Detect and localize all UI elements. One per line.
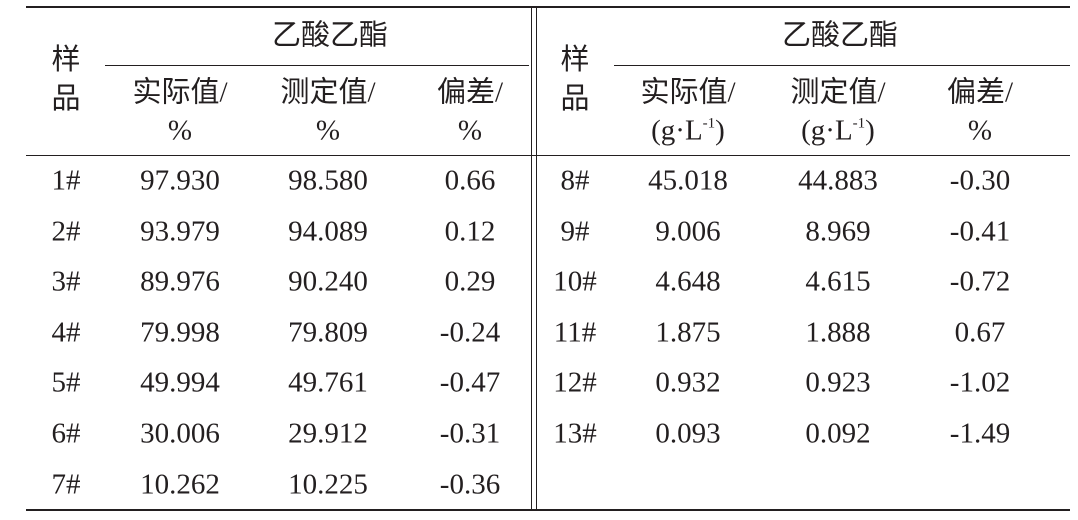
group-rule [105, 65, 529, 66]
cell: -0.30 [949, 164, 1011, 197]
cell: -0.72 [949, 265, 1011, 298]
cell: 0.923 [805, 366, 871, 399]
cell: 8.969 [805, 215, 871, 248]
cell: 0.29 [444, 265, 496, 298]
unit-text: % [315, 114, 341, 147]
unit-text: % [167, 114, 193, 147]
cell: 44.883 [798, 164, 878, 197]
group-header: 乙酸乙酯 [271, 19, 389, 52]
unit-text: ) [865, 114, 875, 147]
cell: 10.262 [140, 468, 220, 501]
cell: -0.47 [439, 366, 501, 399]
column-header: 偏差/ [946, 76, 1014, 109]
column-header: 偏差/ [436, 76, 504, 109]
cell: 0.092 [805, 417, 871, 450]
divider [536, 6, 537, 511]
cell: 1.875 [655, 316, 721, 349]
bottom-rule [26, 509, 1070, 511]
sample-id: 10# [553, 265, 597, 298]
sample-id: 2# [51, 215, 81, 248]
cell: 0.932 [655, 366, 721, 399]
cell: 4.615 [805, 265, 871, 298]
cell: 49.761 [288, 366, 368, 399]
top-rule [26, 6, 1070, 8]
sample-id: 7# [51, 468, 81, 501]
sample-header: 样品 [560, 43, 590, 115]
column-unit: % [167, 114, 193, 147]
group-header: 乙酸乙酯 [781, 19, 899, 52]
group-rule [614, 65, 1070, 66]
column-unit: % [457, 114, 483, 147]
sample-id: 3# [51, 265, 81, 298]
unit-text: (g·L [651, 114, 703, 147]
cell: 29.912 [288, 417, 368, 450]
unit-text: (g·L [801, 114, 853, 147]
column-header: 实际值/ [132, 76, 228, 109]
header-rule [26, 155, 1070, 156]
sample-id: 1# [51, 164, 81, 197]
cell: 49.994 [140, 366, 220, 399]
cell: -1.02 [949, 366, 1011, 399]
unit-sup: -1 [702, 115, 716, 132]
column-unit: % [315, 114, 341, 147]
cell: 0.12 [444, 215, 496, 248]
cell: 94.089 [288, 215, 368, 248]
column-unit: (g·L-1) [651, 114, 725, 147]
cell: 98.580 [288, 164, 368, 197]
cell: 79.809 [288, 316, 368, 349]
unit-sup: -1 [852, 115, 866, 132]
unit-text: % [457, 114, 483, 147]
cell: -0.24 [439, 316, 501, 349]
column-header: 测定值/ [280, 76, 376, 109]
sample-id: 6# [51, 417, 81, 450]
cell: 9.006 [655, 215, 721, 248]
cell: 10.225 [288, 468, 368, 501]
cell: 79.998 [140, 316, 220, 349]
sample-header: 样品 [51, 43, 81, 115]
sample-id: 8# [560, 164, 590, 197]
sample-id: 11# [553, 316, 597, 349]
cell: -0.31 [439, 417, 501, 450]
sample-id: 13# [553, 417, 597, 450]
cell: 45.018 [648, 164, 728, 197]
cell: -0.41 [949, 215, 1011, 248]
sample-id: 12# [553, 366, 597, 399]
sample-id: 9# [560, 215, 590, 248]
column-header: 实际值/ [640, 76, 736, 109]
cell: 0.093 [655, 417, 721, 450]
cell: -1.49 [949, 417, 1011, 450]
unit-text: ) [715, 114, 725, 147]
cell: 30.006 [140, 417, 220, 450]
unit-text: % [967, 114, 993, 147]
sample-id: 4# [51, 316, 81, 349]
sample-id: 5# [51, 366, 81, 399]
column-unit: (g·L-1) [801, 114, 875, 147]
divider [531, 6, 532, 511]
column-unit: % [967, 114, 993, 147]
cell: 93.979 [140, 215, 220, 248]
cell: 1.888 [805, 316, 871, 349]
cell: 97.930 [140, 164, 220, 197]
cell: -0.36 [439, 468, 501, 501]
cell: 0.67 [954, 316, 1006, 349]
cell: 0.66 [444, 164, 496, 197]
cell: 89.976 [140, 265, 220, 298]
cell: 90.240 [288, 265, 368, 298]
cell: 4.648 [655, 265, 721, 298]
column-header: 测定值/ [790, 76, 886, 109]
